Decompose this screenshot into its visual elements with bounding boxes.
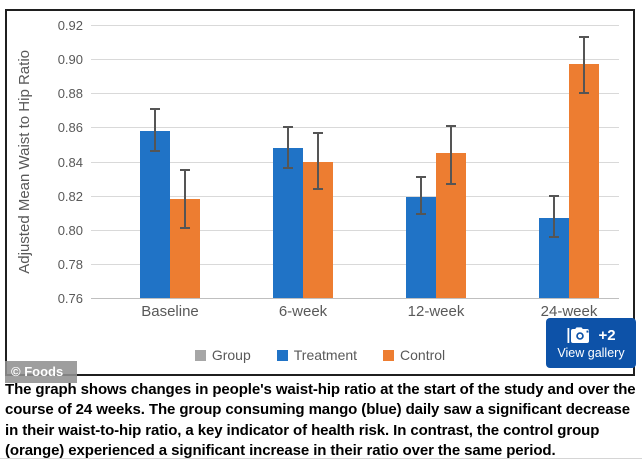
gridline: [91, 127, 619, 129]
legend-item-group: Group: [194, 347, 251, 363]
error-bar-cap: [150, 107, 160, 110]
source-watermark: © Foods: [5, 361, 78, 383]
error-bar: [287, 127, 289, 169]
x-tick-label-6-week: 6-week: [278, 303, 328, 320]
error-bar-cap: [416, 175, 426, 178]
gridline: [91, 25, 619, 26]
error-bar: [420, 176, 422, 215]
error-bar-cap: [549, 235, 559, 238]
legend-swatch: [276, 349, 288, 361]
y-axis-title: Adjusted Mean Waist to Hip Ratio: [15, 49, 33, 274]
legend-swatch: [383, 349, 395, 361]
view-gallery-button[interactable]: +2 View gallery: [546, 318, 636, 368]
gridline: [91, 229, 619, 231]
error-bar: [317, 132, 319, 189]
error-bar: [184, 170, 186, 228]
gridline: [91, 59, 619, 61]
y-tick-label: 0.88: [57, 86, 83, 102]
error-bar-cap: [180, 169, 190, 171]
x-tick-label-12-week: 12-week: [407, 303, 465, 320]
error-bar-cap: [283, 126, 293, 129]
legend-item-treatment: Treatment: [276, 347, 358, 363]
flash-dot: [586, 330, 589, 333]
error-bar: [450, 125, 452, 184]
error-bar: [154, 108, 156, 152]
error-bar-cap: [283, 167, 293, 170]
x-tick-label-24-week: 24-week: [540, 303, 598, 320]
y-tick-label: 0.78: [57, 256, 83, 272]
chart-legend: Group Treatment Control: [7, 347, 633, 363]
error-bar-cap: [313, 187, 323, 190]
plot-area: [91, 25, 619, 299]
gridline: [91, 195, 619, 197]
gridline: [91, 93, 619, 95]
error-bar-cap: [579, 92, 589, 95]
error-bar-cap: [446, 124, 456, 127]
y-tick-label: 0.84: [57, 154, 83, 170]
gridline: [91, 263, 619, 265]
error-bar-cap: [313, 131, 323, 134]
y-axis-tick-labels: 0.92 0.90 0.88 0.86 0.84 0.82 0.80 0.78 0.76: [37, 19, 83, 305]
error-bar-cap: [579, 35, 589, 38]
gallery-label: View gallery: [557, 346, 625, 360]
chart-container: Adjusted Mean Waist to Hip Ratio 0.92 0.9…: [5, 9, 635, 376]
y-tick-label: 0.90: [57, 52, 83, 68]
error-bar-cap: [416, 213, 426, 216]
gridline: [91, 161, 619, 163]
legend-item-control: Control: [383, 347, 445, 363]
bar-control-24-week: [569, 64, 599, 298]
error-bar: [583, 36, 585, 94]
legend-label: Group: [211, 347, 251, 363]
y-tick-label: 0.80: [57, 222, 83, 238]
y-tick-label: 0.82: [57, 188, 83, 204]
y-tick-label: 0.92: [57, 18, 83, 33]
error-bar-cap: [180, 227, 190, 229]
camera-icon: [566, 326, 592, 345]
gallery-badge-top: +2: [566, 326, 616, 345]
gallery-count: +2: [598, 327, 616, 344]
y-tick-label: 0.86: [57, 120, 83, 136]
bottom-divider: [0, 458, 642, 459]
error-bar-cap: [549, 194, 559, 197]
x-tick-label-baseline: Baseline: [141, 303, 199, 320]
x-axis-tick-labels: Baseline 6-week 12-week 24-week: [91, 303, 619, 323]
y-tick-label: 0.76: [57, 291, 83, 306]
error-bar-cap: [446, 182, 456, 185]
error-bar: [553, 195, 555, 237]
bar-treatment-baseline: [140, 130, 170, 298]
y-axis-title-wrap: Adjusted Mean Waist to Hip Ratio: [13, 25, 35, 298]
legend-swatch: [194, 349, 206, 361]
figure-caption: The graph shows changes in people's wais…: [5, 381, 636, 460]
gridline: [91, 298, 619, 299]
legend-label: Treatment: [293, 347, 358, 363]
error-bar-cap: [150, 150, 160, 153]
legend-label: Control: [400, 347, 446, 363]
bar-treatment-6-week: [273, 147, 303, 298]
